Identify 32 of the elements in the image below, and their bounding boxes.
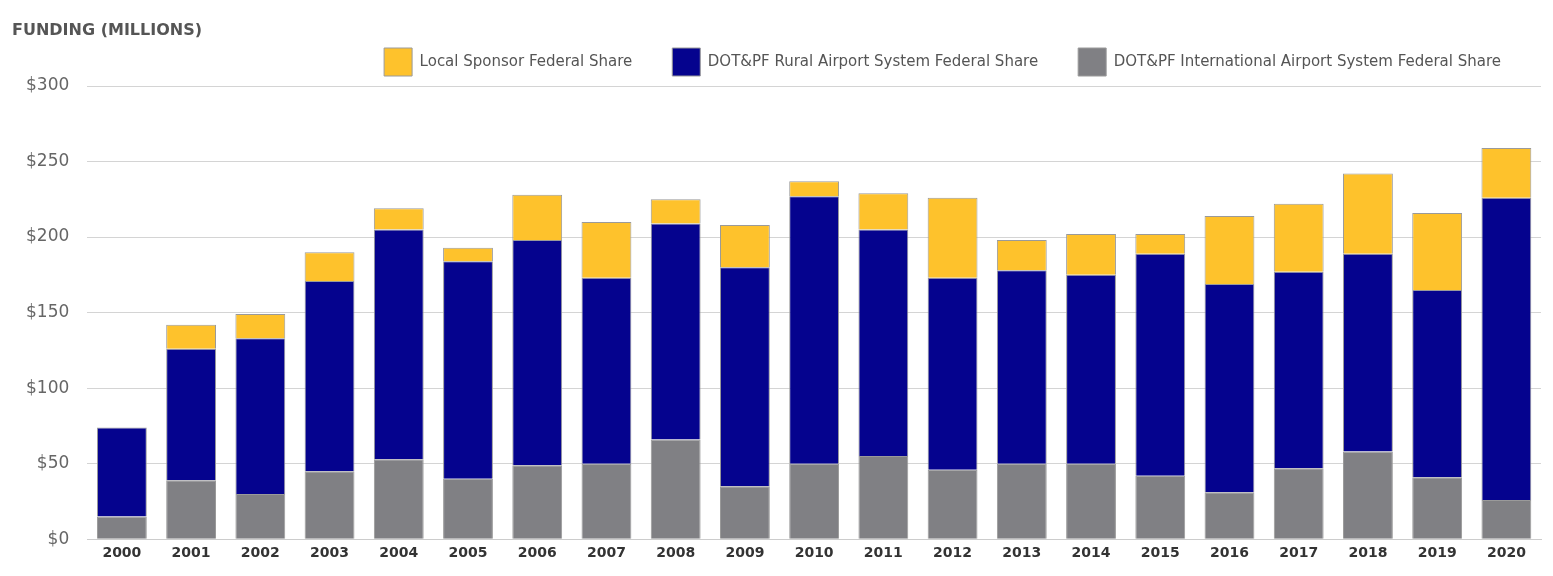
y-tick-label: $200 [26, 225, 70, 246]
y-tick-label: $100 [26, 376, 70, 397]
x-tick-label: 2015 [1140, 544, 1180, 561]
y-tick-label: $300 [26, 74, 70, 95]
x-tick-label: 2002 [240, 544, 280, 561]
x-tick-label: 2019 [1417, 544, 1457, 561]
x-tick-label: 2003 [310, 544, 350, 561]
x-tick-label: 2018 [1348, 544, 1388, 561]
x-tick-label: 2014 [1071, 544, 1111, 561]
x-tick-label: 2006 [517, 544, 557, 561]
legend-label: DOT&PF Rural Airport System Federal Share [707, 51, 1039, 70]
x-tick-label: 2016 [1210, 544, 1249, 561]
x-tick-label: 2000 [102, 544, 142, 561]
x-tick-label: 2012 [933, 544, 973, 561]
legend-label: DOT&PF International Airport System Federal Share [1113, 51, 1501, 70]
legend-label: Local Sponsor Federal Share [419, 51, 633, 70]
x-tick-label: 2017 [1279, 544, 1319, 561]
x-tick-label: 2013 [1002, 544, 1042, 561]
x-tick-label: 2008 [656, 544, 696, 561]
x-tick-label: 2009 [725, 544, 765, 561]
y-tick-label: $50 [36, 452, 70, 473]
x-tick-label: 2011 [863, 544, 903, 561]
y-tick-label: $0 [47, 527, 70, 548]
x-tick-label: 2004 [379, 544, 419, 561]
chart-title: FUNDING (MILLIONS) [12, 20, 202, 39]
x-tick-label: 2020 [1486, 544, 1527, 561]
y-tick-label: $150 [26, 301, 70, 322]
x-tick-label: 2001 [171, 544, 211, 561]
x-tick-label: 2010 [794, 544, 834, 561]
x-tick-label: 2007 [586, 544, 626, 561]
y-tick-label: $250 [26, 149, 70, 170]
x-tick-label: 2005 [448, 544, 488, 561]
